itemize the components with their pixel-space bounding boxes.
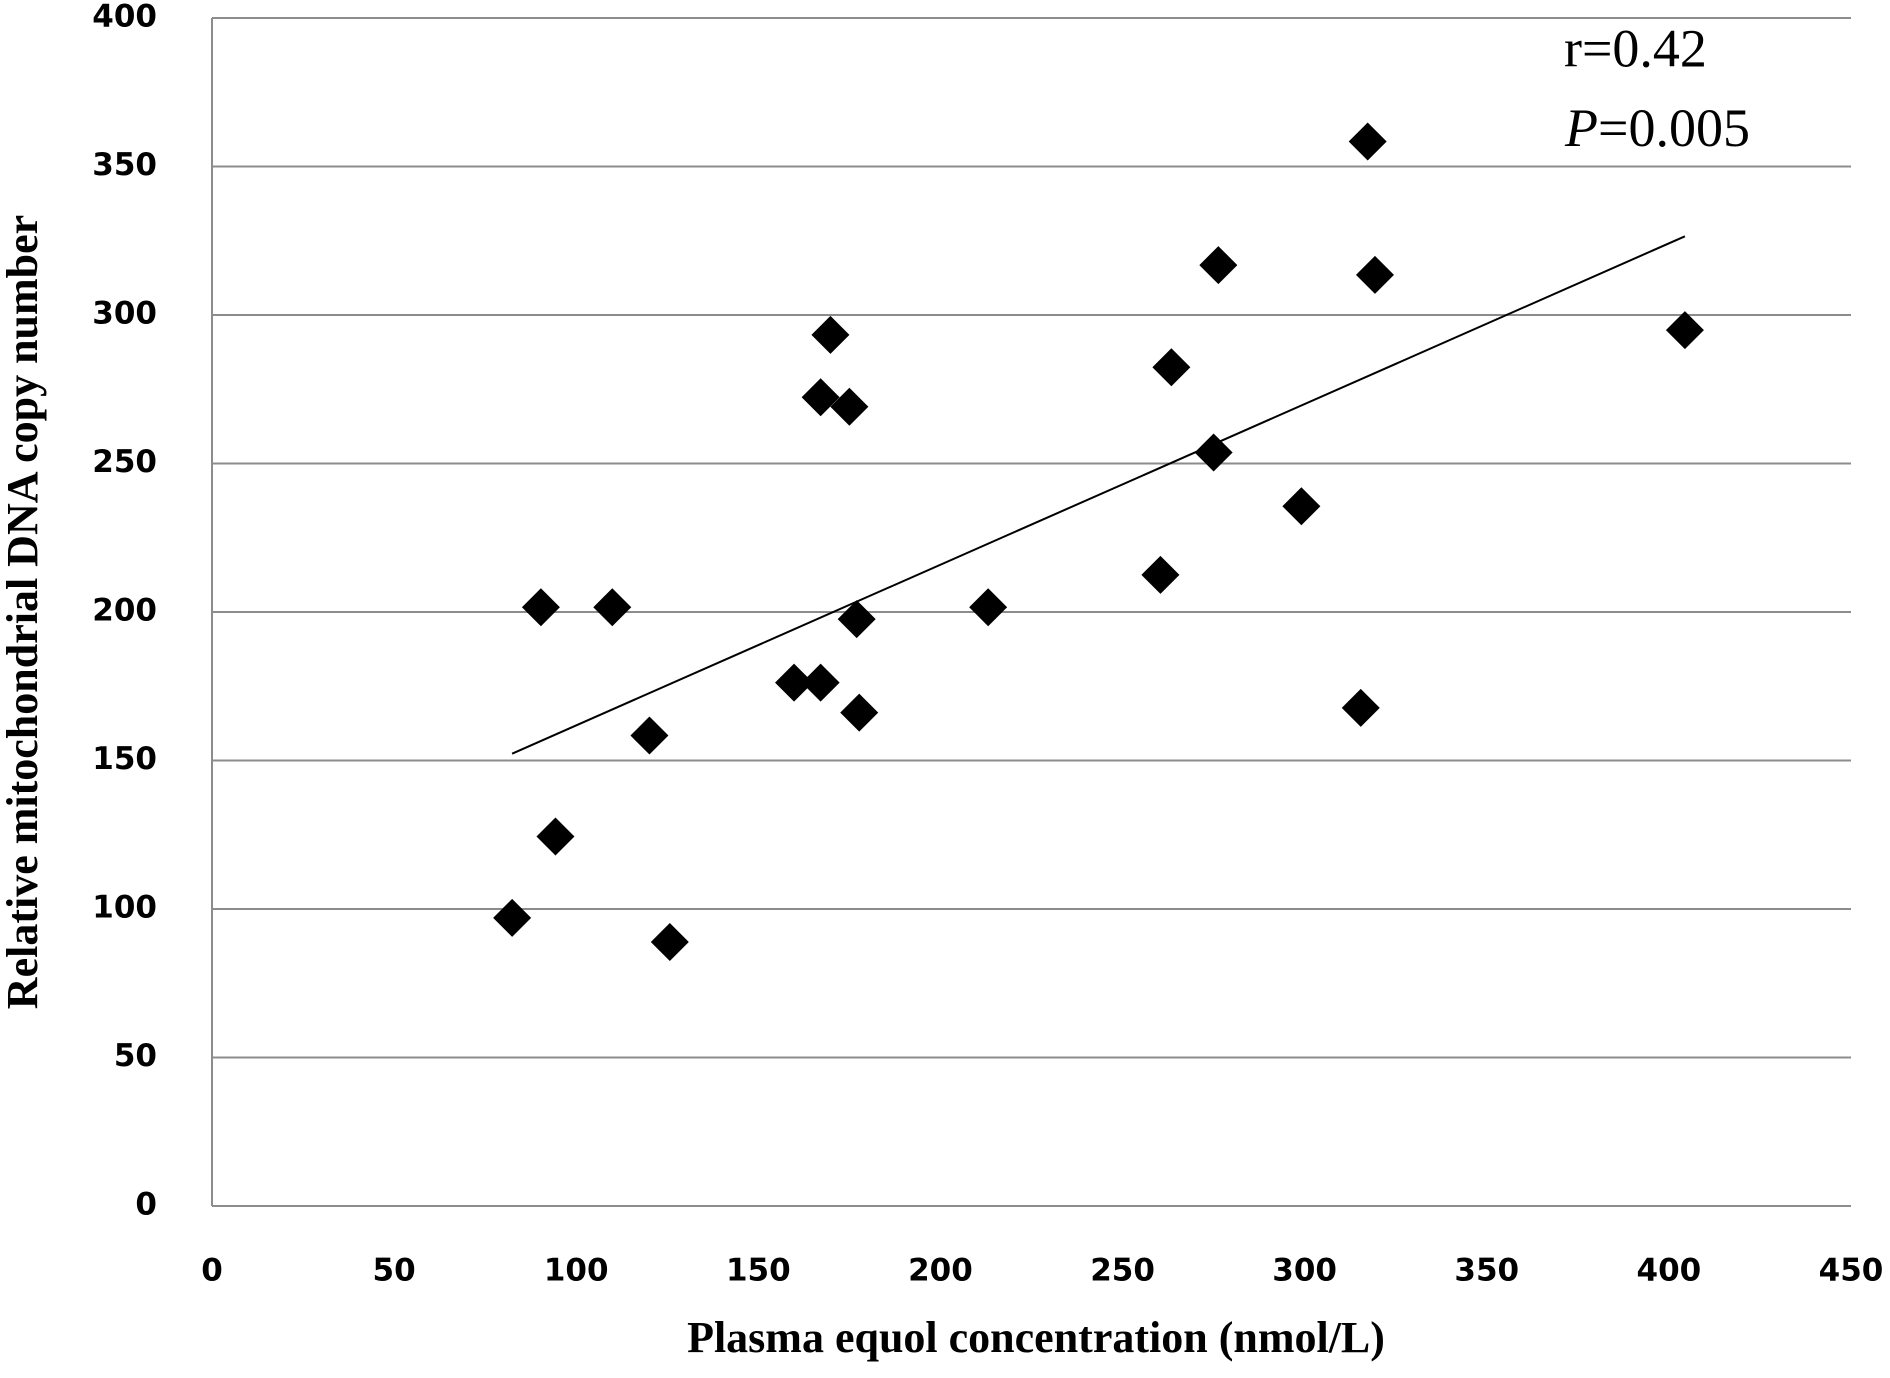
y-axis-title: Relative mitochondrial DNA copy number — [0, 215, 47, 1009]
point — [1152, 348, 1191, 387]
y-tick-label: 0 — [135, 1187, 157, 1223]
y-tick-label: 300 — [92, 296, 157, 332]
y-tick-label: 400 — [92, 0, 157, 35]
point — [969, 588, 1008, 627]
point — [1341, 688, 1380, 727]
point — [840, 693, 879, 732]
point — [493, 898, 532, 937]
point — [521, 588, 560, 627]
point — [1141, 555, 1180, 594]
point — [811, 315, 850, 354]
point — [536, 817, 575, 856]
x-tick-label: 250 — [1090, 1253, 1155, 1289]
x-tick-label: 150 — [726, 1253, 791, 1289]
y-tick-label: 250 — [92, 444, 157, 480]
y-tick-label: 200 — [92, 593, 157, 629]
trendline — [511, 235, 1686, 755]
point — [775, 663, 814, 702]
y-tick-label: 150 — [92, 741, 157, 777]
x-tick-label: 200 — [908, 1253, 973, 1289]
point — [630, 716, 669, 755]
x-axis-title: Plasma equol concentration (nmol/L) — [687, 1313, 1385, 1362]
y-tick-label: 50 — [114, 1038, 157, 1074]
x-tick-label: 50 — [373, 1253, 416, 1289]
y-tick-label: 350 — [92, 147, 157, 183]
point — [837, 600, 876, 639]
point — [1355, 255, 1394, 294]
point — [1199, 246, 1238, 285]
point — [1282, 487, 1321, 526]
point — [1348, 122, 1387, 161]
point — [593, 588, 632, 627]
x-tick-label: 100 — [544, 1253, 609, 1289]
annotation: r=0.42 — [1564, 18, 1707, 78]
y-tick-label: 100 — [92, 890, 157, 926]
x-tick-label: 450 — [1819, 1253, 1884, 1289]
point — [801, 378, 840, 417]
point — [801, 663, 840, 702]
point — [650, 922, 689, 961]
x-tick-label: 0 — [201, 1253, 223, 1289]
x-tick-label: 300 — [1272, 1253, 1337, 1289]
point — [1665, 311, 1704, 350]
point — [830, 387, 869, 426]
annotation: P=0.005 — [1564, 98, 1750, 158]
point — [1194, 433, 1233, 472]
x-tick-label: 350 — [1454, 1253, 1519, 1289]
x-tick-label: 400 — [1637, 1253, 1702, 1289]
